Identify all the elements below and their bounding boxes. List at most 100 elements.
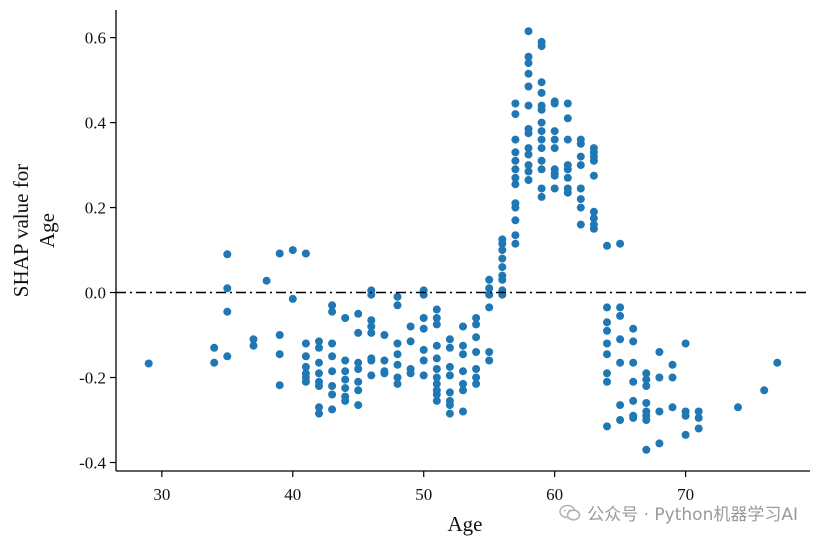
data-point xyxy=(563,173,572,182)
data-point xyxy=(393,339,402,348)
data-point xyxy=(694,413,703,422)
data-point xyxy=(459,407,467,416)
data-point xyxy=(603,369,611,378)
data-point xyxy=(249,335,258,344)
data-point xyxy=(301,352,310,361)
data-point xyxy=(472,314,481,322)
data-point xyxy=(459,367,467,376)
data-point xyxy=(603,339,611,348)
data-point xyxy=(367,356,376,365)
data-point xyxy=(524,150,533,159)
data-point xyxy=(275,249,284,258)
data-point xyxy=(380,369,389,378)
data-point xyxy=(734,403,742,412)
data-point xyxy=(537,105,546,114)
y-tick-label: 0.6 xyxy=(85,29,106,48)
x-tick-label: 30 xyxy=(153,485,170,504)
data-point xyxy=(459,322,467,331)
x-tick-label: 70 xyxy=(677,485,694,504)
data-point xyxy=(511,180,520,189)
data-point xyxy=(511,239,520,248)
data-point xyxy=(328,352,337,361)
data-point xyxy=(563,188,572,197)
data-point xyxy=(485,303,494,312)
data-point xyxy=(432,354,441,363)
data-point xyxy=(315,343,323,352)
data-point xyxy=(511,203,520,212)
data-point xyxy=(406,337,415,346)
data-point xyxy=(537,127,546,136)
data-point xyxy=(315,358,323,367)
data-point xyxy=(603,303,611,312)
data-point xyxy=(354,365,363,373)
data-point xyxy=(275,350,284,359)
data-point xyxy=(445,362,454,371)
data-point xyxy=(367,316,376,325)
data-point xyxy=(445,343,454,352)
data-point xyxy=(760,386,769,395)
data-point xyxy=(537,144,546,153)
data-point xyxy=(576,139,585,148)
data-point xyxy=(616,311,625,320)
data-point xyxy=(485,284,494,293)
data-point xyxy=(328,367,337,376)
y-tick-label: 0.4 xyxy=(85,114,107,133)
data-point xyxy=(262,276,271,285)
data-point xyxy=(328,307,337,316)
data-point xyxy=(472,373,481,382)
data-point xyxy=(524,52,533,61)
data-point xyxy=(511,156,520,165)
data-point xyxy=(681,339,690,348)
data-point xyxy=(485,348,494,356)
data-point xyxy=(498,263,507,272)
data-point xyxy=(642,375,651,384)
data-point xyxy=(459,350,467,359)
data-point xyxy=(445,335,454,344)
data-point xyxy=(511,173,520,182)
data-point xyxy=(563,165,572,174)
data-point xyxy=(472,365,481,373)
data-point xyxy=(341,396,350,405)
data-point xyxy=(354,401,363,410)
data-point xyxy=(498,246,507,255)
data-point xyxy=(524,82,533,91)
data-point xyxy=(432,341,441,350)
data-point xyxy=(432,379,441,388)
data-point xyxy=(301,377,310,386)
data-point xyxy=(589,156,598,165)
data-point xyxy=(589,207,598,216)
data-point xyxy=(315,382,323,390)
data-points xyxy=(144,27,782,454)
data-point xyxy=(432,365,441,373)
data-point xyxy=(511,165,520,174)
data-point xyxy=(406,322,415,331)
data-point xyxy=(275,331,284,339)
y-axis-title-line-1: SHAP value for xyxy=(9,164,33,297)
data-point xyxy=(563,114,572,123)
data-point xyxy=(642,382,651,390)
y-tick-label: -0.2 xyxy=(79,369,106,388)
data-point xyxy=(524,27,533,36)
data-point xyxy=(459,341,467,350)
data-point xyxy=(537,118,546,127)
data-point xyxy=(315,409,323,418)
data-point xyxy=(576,195,585,204)
wechat-icon xyxy=(559,504,581,521)
data-point xyxy=(249,341,258,350)
x-tick-label: 50 xyxy=(415,485,432,504)
data-point xyxy=(511,135,520,144)
data-point xyxy=(445,401,454,410)
watermark-text: 公众号 · Python机器学习AI xyxy=(587,505,798,525)
data-point xyxy=(393,360,402,369)
data-point xyxy=(616,335,625,344)
data-point xyxy=(537,42,546,51)
watermark: 公众号 · Python机器学习AI xyxy=(559,500,798,525)
data-point xyxy=(472,333,481,342)
data-point xyxy=(616,416,625,424)
data-point xyxy=(498,239,507,248)
x-axis-title: Age xyxy=(448,512,483,536)
data-point xyxy=(537,165,546,174)
data-point xyxy=(328,382,337,390)
data-point xyxy=(550,144,559,153)
data-point xyxy=(485,275,494,284)
